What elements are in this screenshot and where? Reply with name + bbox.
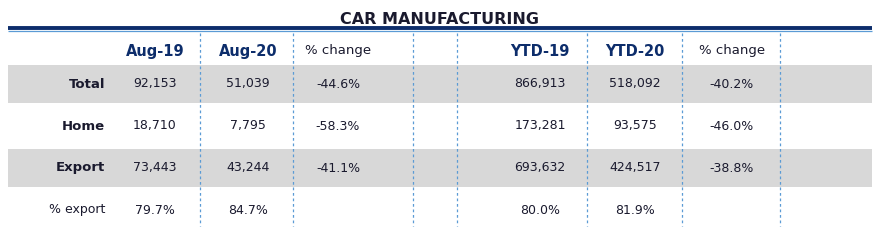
Text: -41.1%: -41.1% <box>316 162 360 174</box>
Bar <box>8 149 872 187</box>
Text: Aug-20: Aug-20 <box>219 44 277 59</box>
Text: 84.7%: 84.7% <box>228 204 268 216</box>
Text: % change: % change <box>699 44 765 57</box>
Text: -40.2%: -40.2% <box>710 78 754 90</box>
Text: -44.6%: -44.6% <box>316 78 360 90</box>
Text: Home: Home <box>62 120 105 132</box>
Text: 51,039: 51,039 <box>226 78 270 90</box>
Text: 518,092: 518,092 <box>609 78 661 90</box>
Text: Total: Total <box>69 78 105 90</box>
Text: 80.0%: 80.0% <box>520 204 560 216</box>
Text: Aug-19: Aug-19 <box>126 44 184 59</box>
Text: 43,244: 43,244 <box>226 162 269 174</box>
Text: 866,913: 866,913 <box>514 78 566 90</box>
Text: CAR MANUFACTURING: CAR MANUFACTURING <box>341 12 539 27</box>
Text: 7,795: 7,795 <box>230 120 266 132</box>
Text: Export: Export <box>55 162 105 174</box>
Text: % change: % change <box>305 44 371 57</box>
Text: -58.3%: -58.3% <box>316 120 360 132</box>
Text: 693,632: 693,632 <box>515 162 566 174</box>
Text: 92,153: 92,153 <box>133 78 177 90</box>
Text: 73,443: 73,443 <box>133 162 177 174</box>
Bar <box>8 65 872 103</box>
Text: 79.7%: 79.7% <box>135 204 175 216</box>
Text: YTD-19: YTD-19 <box>510 44 569 59</box>
Text: 173,281: 173,281 <box>514 120 566 132</box>
Text: 81.9%: 81.9% <box>615 204 655 216</box>
Text: % export: % export <box>48 204 105 216</box>
Text: 93,575: 93,575 <box>613 120 656 132</box>
Text: -38.8%: -38.8% <box>710 162 754 174</box>
Text: 424,517: 424,517 <box>609 162 661 174</box>
Text: -46.0%: -46.0% <box>710 120 754 132</box>
Text: 18,710: 18,710 <box>133 120 177 132</box>
Text: YTD-20: YTD-20 <box>605 44 664 59</box>
